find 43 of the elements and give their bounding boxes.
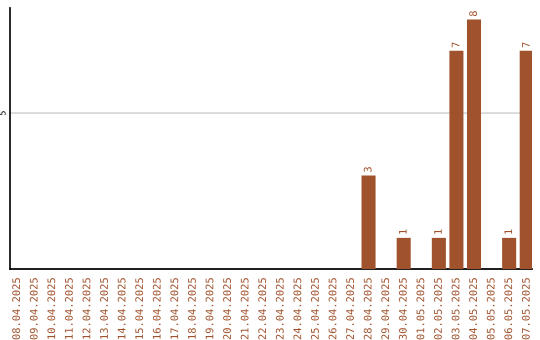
x-tick-label: 05.05.2025 [486,278,495,340]
x-tick-label: 19.04.2025 [206,278,214,339]
bar [449,50,464,269]
x-tick-label: 30.04.2025 [398,278,407,340]
bar [362,175,376,269]
x-tick-label: 07.05.2025 [522,278,530,340]
x-tick-label: 21.04.2025 [240,278,249,340]
x-tick-label: 29.04.2025 [381,278,390,340]
x-tick-label: 12.04.2025 [82,278,90,339]
x-tick-label: 25.04.2025 [310,278,319,340]
bar [466,20,482,269]
data-label: 8 [469,11,478,16]
data-label: 1 [504,229,512,234]
x-tick-label: 13.04.2025 [100,278,108,339]
x-tick-label: 11.04.2025 [64,278,73,339]
data-label: 1 [399,229,407,234]
x-tick-label: 04.05.2025 [469,278,478,340]
x-tick-label: 18.04.2025 [188,278,196,339]
x-tick-label: 26.04.2025 [328,278,336,340]
x-tick-label: 28.04.2025 [364,278,372,340]
x-tick-label: 02.05.2025 [434,278,442,340]
data-label: 3 [364,167,372,172]
x-tick-label: 16.04.2025 [152,278,161,339]
x-tick-label: 06.05.2025 [504,278,512,340]
x-tick-label: 17.04.2025 [170,278,178,339]
data-label: 7 [522,42,530,48]
x-tick-label: 15.04.2025 [135,278,144,339]
x-tick-label: 27.04.2025 [346,278,354,340]
bar [432,238,446,269]
x-tick-label: 10.04.2025 [47,278,56,339]
x-tick-label: 08.04.2025 [12,278,20,340]
x-tick-label: 23.04.2025 [276,278,284,340]
x-tick-label: 14.04.2025 [118,278,126,339]
x-tick-label: 01.05.2025 [416,278,424,340]
x-tick-label: 09.04.2025 [30,278,38,340]
x-tick-label: 24.04.2025 [293,278,302,340]
data-label: 7 [452,42,460,48]
bar [396,238,411,269]
x-tick-label: 03.05.2025 [452,278,460,340]
x-tick-label: 20.04.2025 [223,278,231,340]
x-tick-label: 22.04.2025 [258,278,266,340]
bar [502,238,516,269]
data-label: 1 [434,229,442,234]
